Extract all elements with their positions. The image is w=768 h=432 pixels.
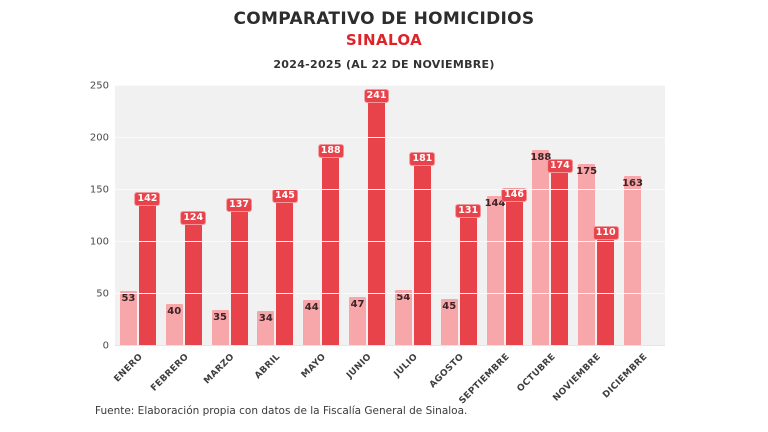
value-label-2024-junio: 47 [350, 299, 365, 311]
x-label-octubre: OCTUBRE [515, 352, 558, 395]
value-label-2025-septiembre: 146 [501, 188, 527, 203]
value-label-2024-febrero: 40 [167, 306, 182, 318]
value-label-2025-enero: 142 [134, 192, 161, 207]
y-tick-250: 250 [89, 80, 109, 92]
gridline-150 [115, 189, 665, 190]
plot-area: 53 142 40 124 35 137 34 145 44 188 47 241 54 181 45 131… [115, 85, 665, 346]
value-label-2025-febrero: 124 [180, 211, 207, 226]
bar-2024-marzo: 35 [211, 309, 229, 346]
x-label-mayo: MAYO [299, 352, 329, 381]
bar-2025-abril: 145 [271, 189, 298, 346]
bar-2024-agosto: 45 [440, 299, 458, 346]
bar-2025-agosto: 131 [455, 203, 482, 346]
bar-group-marzo: 35 137 [207, 86, 253, 346]
bar-2025-enero: 142 [134, 192, 161, 346]
x-axis-labels: ENERO FEBRERO MARZO ABRIL MAYO JUNIO JULIO AGOS… [112, 346, 665, 407]
bar-group-enero: 53 142 [115, 86, 161, 346]
bar-groups: 53 142 40 124 35 137 34 145 44 188 47 241 54 181 45 131… [115, 86, 665, 346]
bar-2024-diciembre: 163 [622, 176, 643, 346]
chart-subtitle-state: SINALOA [345, 31, 423, 49]
value-label-2024-octubre: 188 [530, 152, 552, 164]
bar-group-noviembre: 175 110 [573, 86, 619, 346]
bar-2024-enero: 53 [119, 290, 137, 346]
bar-group-abril: 34 145 [252, 86, 298, 346]
x-axis-line [115, 345, 665, 346]
bar-chart: 0 50 100 150 200 250 53 142 40 124 35 137 34 145 44 18… [75, 81, 670, 407]
bar-2025-julio: 181 [409, 151, 436, 346]
x-label-febrero: FEBRERO [149, 352, 191, 394]
value-label-2025-abril: 145 [271, 189, 298, 204]
bar-2024-septiembre: 144 [484, 196, 506, 346]
y-tick-200: 200 [89, 132, 109, 144]
bar-2025-noviembre: 110 [592, 225, 619, 346]
bar-2024-octubre: 188 [530, 150, 552, 346]
y-tick-100: 100 [89, 236, 109, 248]
x-label-diciembre: DICIEMBRE [600, 352, 650, 401]
bar-group-septiembre: 144 146 [482, 86, 528, 346]
bar-2024-febrero: 40 [165, 304, 183, 346]
x-label-julio: JULIO [392, 352, 420, 380]
bar-2025-octubre: 174 [546, 159, 573, 346]
y-tick-0: 0 [102, 340, 109, 352]
bar-2025-febrero: 124 [180, 211, 207, 346]
y-tick-150: 150 [89, 184, 109, 196]
value-label-2024-abril: 34 [258, 312, 273, 324]
y-tick-50: 50 [96, 288, 109, 300]
chart-period: 2024-2025 (AL 22 DE NOVIEMBRE) [273, 58, 495, 71]
gridline-200 [115, 137, 665, 138]
x-label-enero: ENERO [112, 352, 145, 385]
bar-group-diciembre: 163 [619, 86, 665, 346]
value-label-2024-mayo: 44 [304, 302, 319, 314]
bar-2024-julio: 54 [394, 289, 412, 346]
bar-group-febrero: 40 124 [161, 86, 207, 346]
bar-2024-abril: 34 [257, 310, 275, 346]
chart-title: COMPARATIVO DE HOMICIDIOS [233, 9, 535, 29]
bar-2025-mayo: 188 [317, 144, 344, 346]
value-label-2025-octubre: 174 [546, 159, 573, 174]
bar-group-julio: 54 181 [390, 86, 436, 346]
bar-2025-junio: 241 [363, 89, 390, 346]
value-label-2024-marzo: 35 [213, 311, 228, 323]
bar-group-mayo: 44 188 [298, 86, 344, 346]
bar-2025-septiembre: 146 [501, 188, 527, 346]
value-label-2025-noviembre: 110 [592, 225, 619, 240]
x-label-abril: ABRIL [253, 352, 283, 382]
value-label-2025-julio: 181 [409, 151, 436, 166]
bar-2025-marzo: 137 [226, 197, 252, 346]
bar-group-octubre: 188 174 [527, 86, 573, 346]
value-label-2024-noviembre: 175 [576, 166, 598, 177]
x-label-junio: JUNIO [345, 352, 375, 381]
x-label-agosto: AGOSTO [427, 352, 466, 391]
chart-header: COMPARATIVO DE HOMICIDIOS SINALOA 2024-2… [0, 9, 768, 71]
x-label-marzo: MARZO [202, 352, 237, 387]
bar-2024-mayo: 44 [303, 300, 321, 346]
x-label-septiembre: SEPTIEMBRE [457, 352, 512, 407]
gridline-250 [115, 85, 665, 86]
bar-group-agosto: 45 131 [436, 86, 482, 346]
x-label-noviembre: NOVIEMBRE [551, 352, 604, 404]
value-label-2025-agosto: 131 [455, 203, 482, 218]
source-note: Fuente: Elaboración propia con datos de … [95, 405, 468, 417]
bar-group-junio: 47 241 [344, 86, 390, 346]
value-label-2024-agosto: 45 [442, 301, 457, 313]
value-label-2025-marzo: 137 [226, 197, 252, 212]
bar-2024-noviembre: 175 [576, 164, 598, 346]
value-label-2024-septiembre: 144 [484, 198, 506, 210]
value-label-2025-mayo: 188 [317, 144, 344, 159]
value-label-2024-enero: 53 [121, 292, 136, 304]
value-label-2024-diciembre: 163 [622, 178, 643, 190]
gridline-50 [115, 293, 665, 294]
value-label-2025-junio: 241 [363, 89, 390, 104]
y-axis-labels: 0 50 100 150 200 250 [75, 81, 109, 352]
bar-2024-junio: 47 [349, 297, 367, 346]
gridline-100 [115, 241, 665, 242]
value-label-2024-julio: 54 [396, 291, 411, 303]
